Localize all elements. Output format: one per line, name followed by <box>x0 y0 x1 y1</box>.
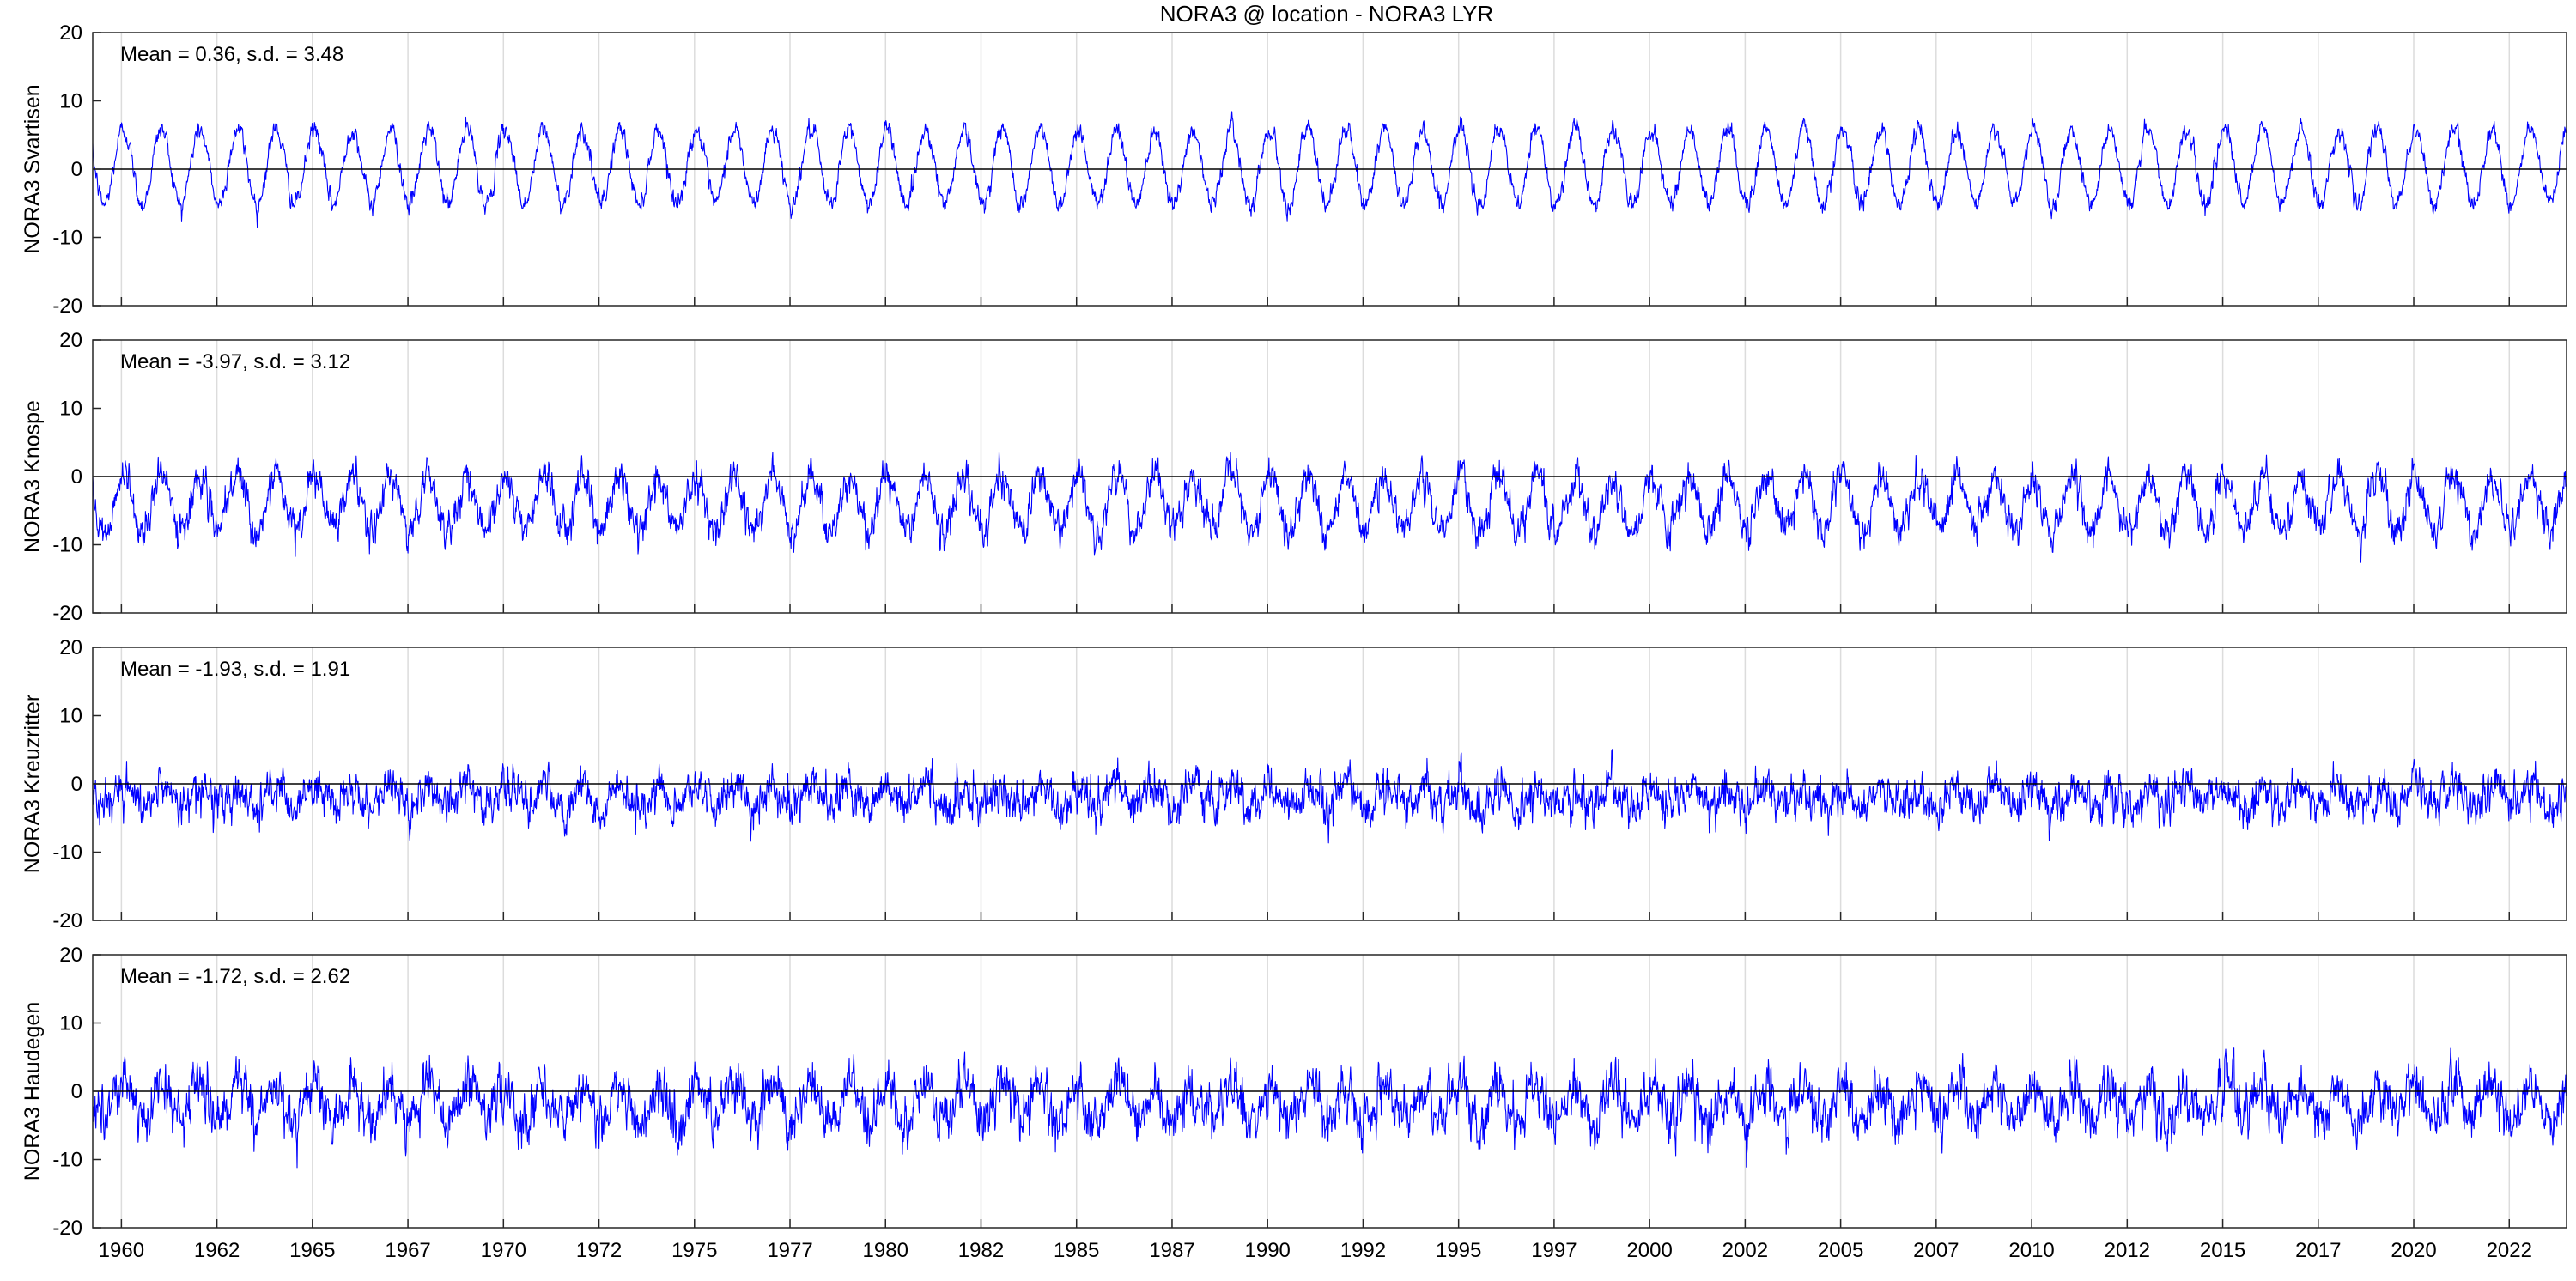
x-tick-label: 1977 <box>767 1239 812 1262</box>
y-axis-label: NORA3 Kreuzritter <box>21 695 45 873</box>
figure-title: NORA3 @ location - NORA3 LYR <box>1160 1 1494 27</box>
y-tick-label: 20 <box>59 329 82 352</box>
x-tick-label: 1982 <box>958 1239 1004 1262</box>
panel-1: -20 -10 0 10 20 NORA3 Svartisen Mean = 0.36, s… <box>21 21 2567 318</box>
y-tick-label: 10 <box>59 705 82 728</box>
y-tick-label: -10 <box>52 534 82 557</box>
stats-annotation: Mean = -1.93, s.d. = 1.91 <box>120 658 350 681</box>
y-axis-label: NORA3 Knospe <box>21 400 45 553</box>
x-tick-label: 1965 <box>289 1239 335 1262</box>
x-tick-label: 1987 <box>1149 1239 1194 1262</box>
x-tick-label: 1985 <box>1054 1239 1099 1262</box>
series-line <box>92 1047 2567 1169</box>
y-tick-label: 10 <box>59 90 82 113</box>
x-tick-label: 2012 <box>2105 1239 2150 1262</box>
series-line <box>92 111 2567 228</box>
stats-annotation: Mean = -3.97, s.d. = 3.12 <box>120 350 350 373</box>
x-tick-label: 1960 <box>99 1239 144 1262</box>
x-tick-label: 2022 <box>2487 1239 2532 1262</box>
y-tick-label: -20 <box>52 1217 82 1240</box>
series-line <box>92 749 2567 844</box>
y-tick-label: 20 <box>59 636 82 659</box>
x-tick-label: 1997 <box>1531 1239 1577 1262</box>
x-tick-label: 2000 <box>1626 1239 1672 1262</box>
panel-2: -20 -10 0 10 20 NORA3 Knospe Mean = -3.97, s.d… <box>21 329 2567 625</box>
y-tick-label: 20 <box>59 944 82 967</box>
y-tick-label: 0 <box>71 1080 82 1103</box>
x-tick-label: 2010 <box>2008 1239 2054 1262</box>
x-tick-label: 1995 <box>1436 1239 1481 1262</box>
y-tick-label: -20 <box>52 909 82 932</box>
series-line <box>92 452 2567 563</box>
panel-3: -20 -10 0 10 20 NORA3 Kreuzritter Mean = -1.93… <box>21 636 2567 932</box>
x-tick-label: 2005 <box>1818 1239 1863 1262</box>
y-tick-label: 0 <box>71 773 82 796</box>
panel-4: -20 -10 0 10 20 1960 1962 1965 1967 1970 1972 1975 1… <box>21 944 2567 1262</box>
y-tick-label: 20 <box>59 21 82 45</box>
x-tick-label: 2007 <box>1913 1239 1959 1262</box>
y-tick-label: 10 <box>59 1012 82 1035</box>
y-tick-label: 0 <box>71 158 82 181</box>
x-tick-label: 1975 <box>671 1239 717 1262</box>
x-tick-label: 2017 <box>2295 1239 2341 1262</box>
x-tick-label: 1980 <box>863 1239 908 1262</box>
stats-annotation: Mean = 0.36, s.d. = 3.48 <box>120 43 343 66</box>
y-tick-label: 10 <box>59 398 82 421</box>
y-tick-label: -10 <box>52 227 82 250</box>
stats-annotation: Mean = -1.72, s.d. = 2.62 <box>120 965 350 988</box>
y-tick-label: 0 <box>71 465 82 489</box>
x-tick-label: 1972 <box>576 1239 622 1262</box>
x-tick-label: 1990 <box>1245 1239 1291 1262</box>
y-tick-label: -10 <box>52 841 82 865</box>
x-tick-label: 1992 <box>1340 1239 1386 1262</box>
x-tick-label: 1970 <box>481 1239 526 1262</box>
y-tick-label: -10 <box>52 1149 82 1172</box>
x-tick-label: 1962 <box>194 1239 240 1262</box>
y-axis-label: NORA3 Svartisen <box>21 84 45 253</box>
x-tick-label: 1967 <box>385 1239 430 1262</box>
y-axis-label: NORA3 Haudegen <box>21 1002 45 1181</box>
y-tick-label: -20 <box>52 294 82 318</box>
x-tick-label: 2020 <box>2391 1239 2436 1262</box>
y-tick-label: -20 <box>52 602 82 625</box>
x-tick-label: 2002 <box>1722 1239 1768 1262</box>
panels: -20 -10 0 10 20 NORA3 Svartisen Mean = 0.36, s… <box>21 21 2567 1262</box>
x-tick-label: 2015 <box>2200 1239 2245 1262</box>
